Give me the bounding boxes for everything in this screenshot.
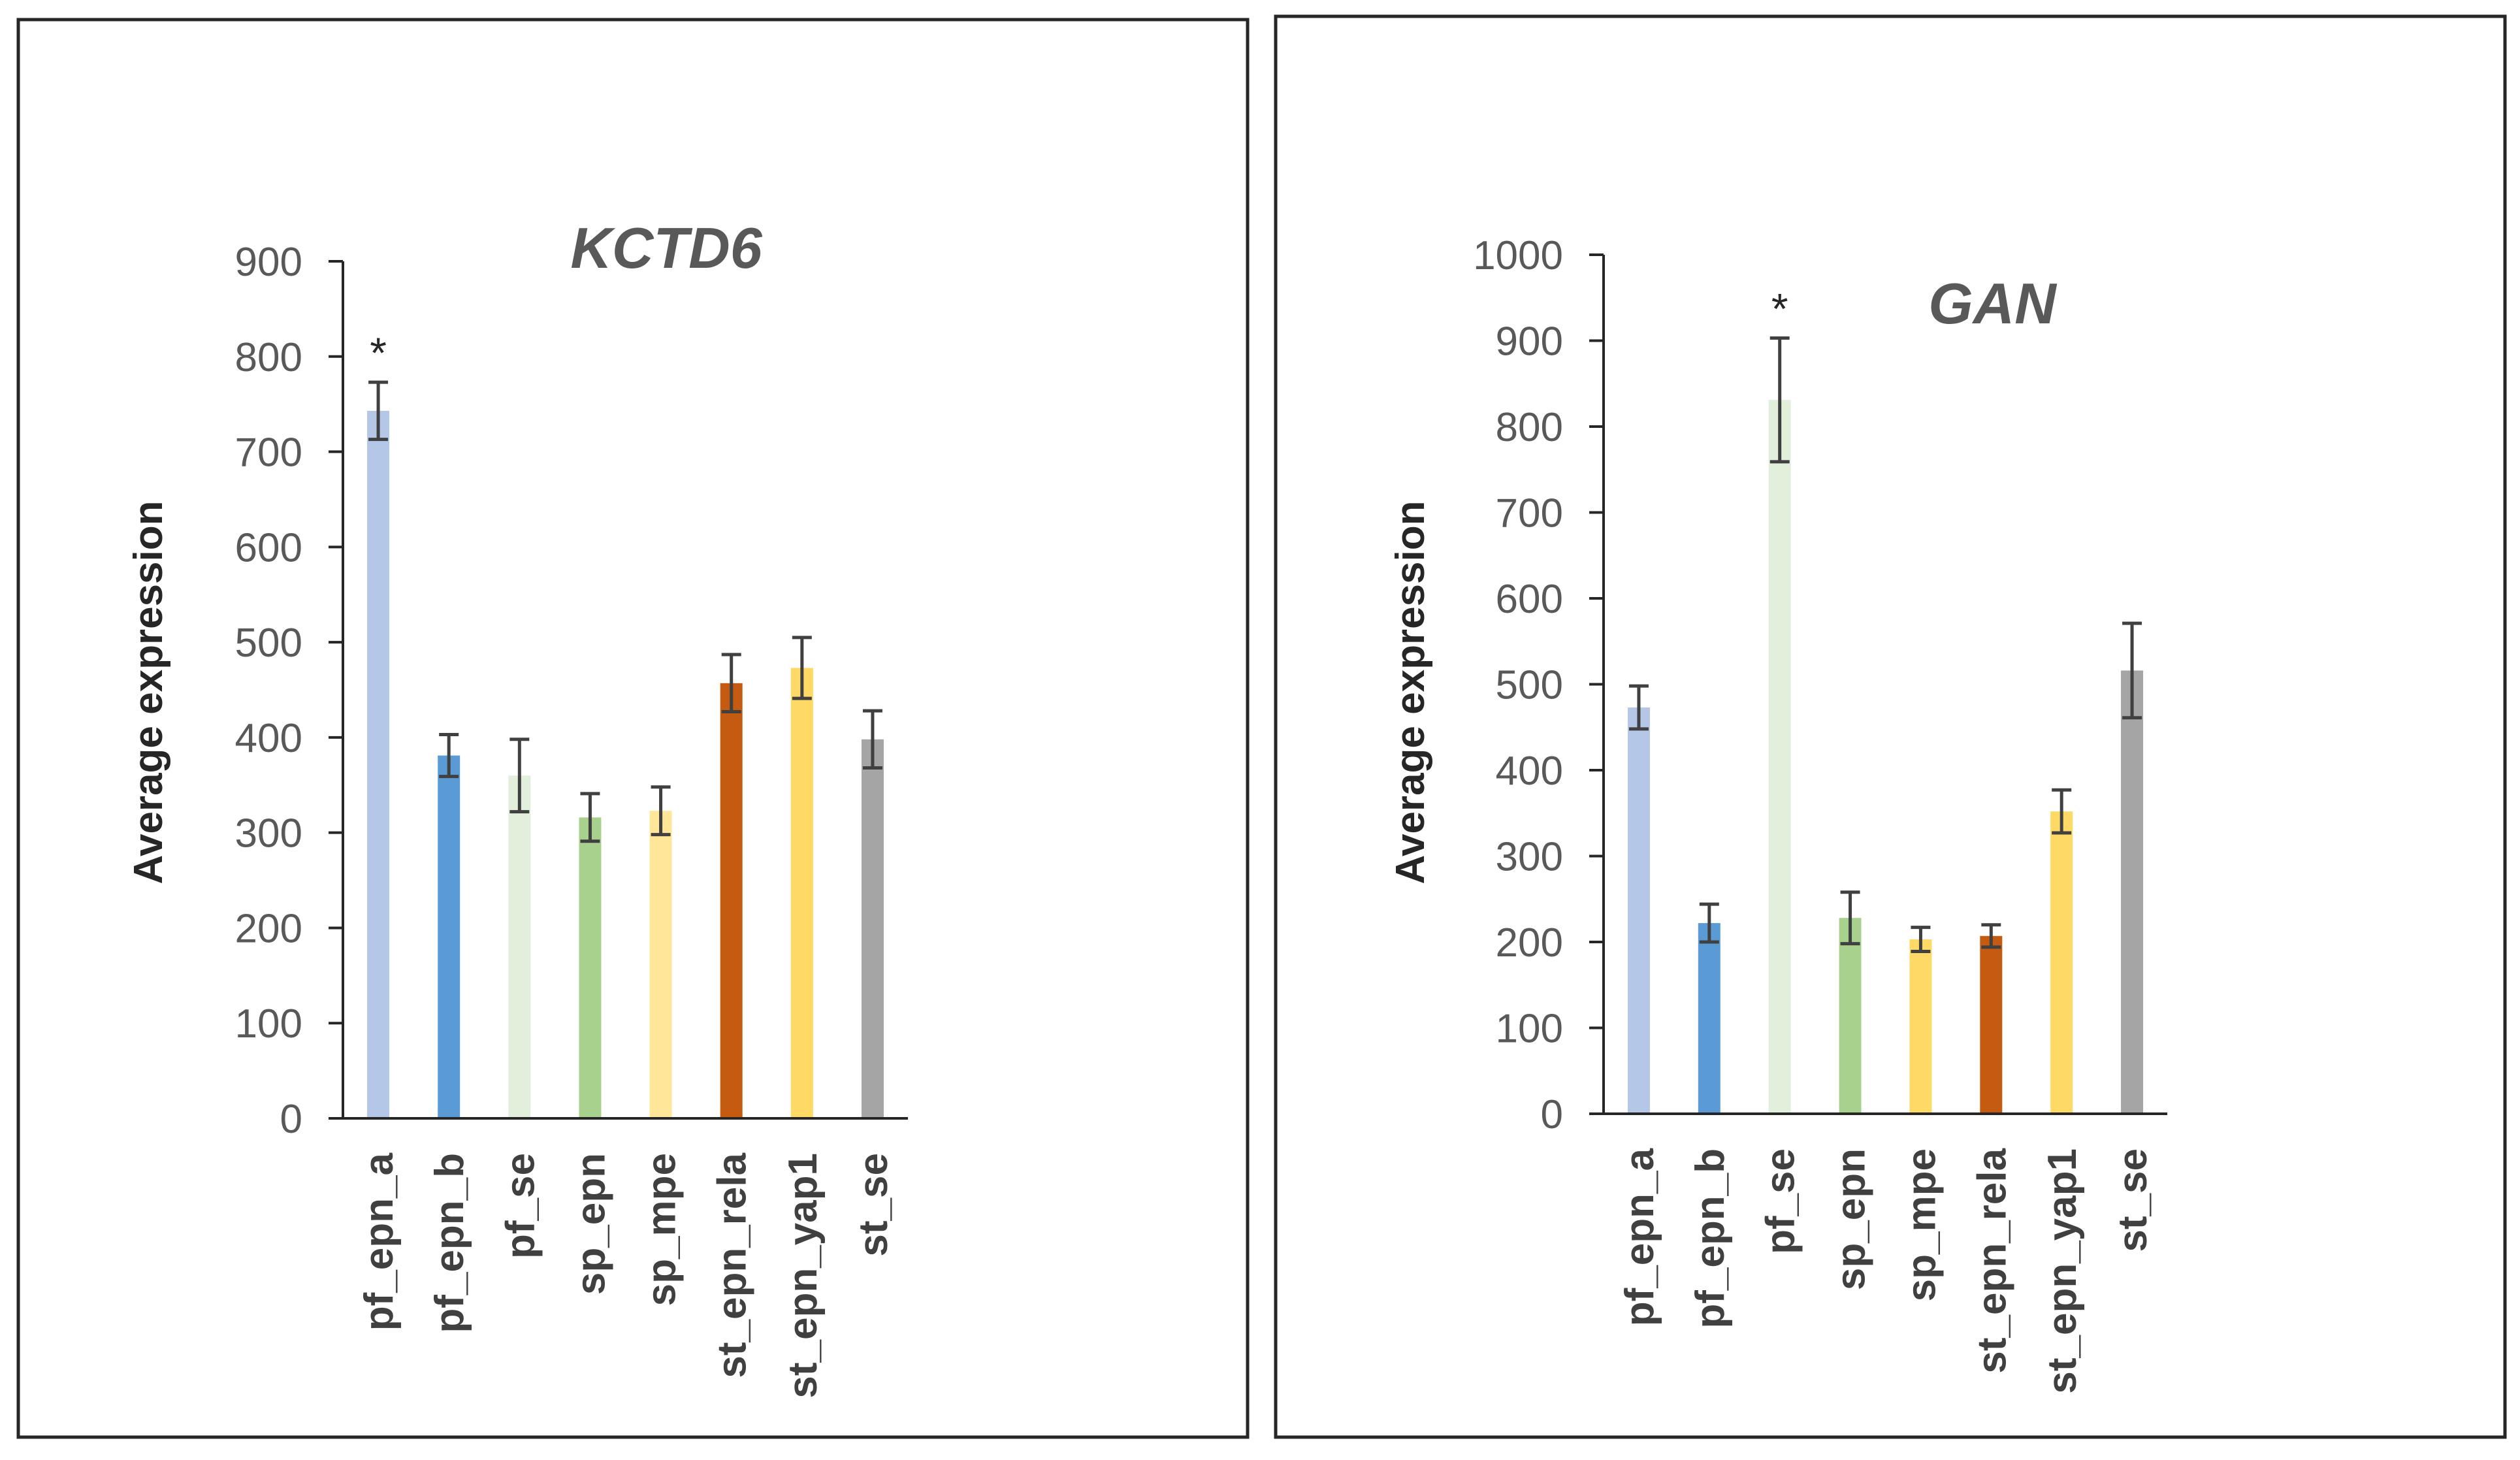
- gan-y-tick-label-900: 900: [1496, 319, 1563, 365]
- gan-y-axis-title: Average expression: [1388, 500, 1433, 884]
- gan-error-bar-sp_mpe: [1911, 926, 1931, 953]
- right-panel-frame: [1274, 14, 2507, 1439]
- gan-bar-st_epn_yap1: [2050, 811, 2073, 1114]
- gan-bar-st_se: [2121, 670, 2144, 1114]
- kctd6-error-bar-st_epn_rela: [721, 653, 741, 714]
- gan-bar-pf_se: [1768, 400, 1791, 1114]
- kctd6-y-axis-title: Average expression: [126, 500, 171, 884]
- gan-y-tick-label-100: 100: [1496, 1007, 1563, 1052]
- kctd6-category-label-pf_se: pf_se: [498, 1153, 543, 1259]
- gan-y-tick-label-600: 600: [1496, 577, 1563, 622]
- gan-y-tick-label-300: 300: [1496, 835, 1563, 880]
- gan-y-tick-label-0: 0: [1541, 1092, 1563, 1137]
- kctd6-y-tick-label-300: 300: [235, 811, 302, 856]
- gan-error-bar-st_epn_yap1: [2052, 788, 2072, 835]
- gan-y-tick-label-400: 400: [1496, 749, 1563, 794]
- gan-bar-pf_epn_a: [1627, 707, 1650, 1114]
- gan-y-tick-label-500: 500: [1496, 663, 1563, 708]
- left-panel-frame: [16, 18, 1250, 1439]
- gan-error-bar-pf_epn_b: [1699, 902, 1719, 944]
- gan-category-label-pf_epn_a: pf_epn_a: [1617, 1148, 1662, 1326]
- kctd6-error-bar-sp_epn: [580, 792, 600, 843]
- gan-category-label-pf_epn_b: pf_epn_b: [1688, 1148, 1733, 1329]
- kctd6-category-label-st_se: st_se: [851, 1153, 896, 1257]
- gan-y-tick-label-200: 200: [1496, 920, 1563, 965]
- kctd6-y-tick-label-600: 600: [235, 525, 302, 570]
- kctd6-y-tick-label-400: 400: [235, 716, 302, 761]
- gan-y-tick-label-1000: 1000: [1473, 233, 1563, 278]
- kctd6-y-tick-label-700: 700: [235, 430, 302, 476]
- kctd6-bar-st_epn_rela: [720, 683, 743, 1118]
- gan-chart-title: GAN: [1928, 271, 2058, 336]
- kctd6-significance-pf_epn_a: *: [370, 329, 387, 377]
- kctd6-bar-sp_mpe: [649, 811, 672, 1118]
- kctd6-bar-pf_se: [508, 775, 531, 1118]
- kctd6-error-bar-st_se: [862, 709, 882, 770]
- kctd6-y-tick-label-500: 500: [235, 621, 302, 666]
- gan-error-bar-sp_epn: [1840, 890, 1860, 946]
- gan-error-bar-pf_se: [1769, 336, 1790, 464]
- kctd6-bar-st_se: [861, 739, 884, 1118]
- kctd6-category-label-sp_epn: sp_epn: [568, 1153, 613, 1295]
- kctd6-bar-st_epn_yap1: [790, 668, 813, 1118]
- kctd6-bar-sp_epn: [579, 817, 602, 1118]
- kctd6-bar-pf_epn_a: [367, 410, 390, 1118]
- gan-category-label-sp_mpe: sp_mpe: [1899, 1148, 1944, 1301]
- gan-category-label-st_se: st_se: [2110, 1148, 2156, 1252]
- kctd6-category-label-pf_epn_b: pf_epn_b: [427, 1153, 472, 1333]
- kctd6-y-tick-label-200: 200: [235, 906, 302, 951]
- gan-error-bar-st_se: [2122, 621, 2142, 720]
- kctd6-y-tick-label-900: 900: [235, 240, 302, 285]
- kctd6-error-bar-pf_se: [509, 738, 530, 814]
- gan-error-bar-pf_epn_a: [1628, 684, 1649, 731]
- gan-bar-sp_mpe: [1909, 939, 1932, 1114]
- gan-category-label-sp_epn: sp_epn: [1829, 1148, 1874, 1290]
- gan-y-tick-label-700: 700: [1496, 491, 1563, 536]
- gan-significance-pf_se: *: [1771, 285, 1788, 333]
- gan-category-label-st_epn_yap1: st_epn_yap1: [2040, 1148, 2085, 1394]
- gan-bar-sp_epn: [1839, 918, 1862, 1114]
- gan-bar-st_epn_rela: [1980, 935, 2003, 1114]
- kctd6-category-label-pf_epn_a: pf_epn_a: [357, 1152, 402, 1331]
- kctd6-error-bar-sp_mpe: [651, 785, 671, 837]
- kctd6-category-label-sp_mpe: sp_mpe: [639, 1153, 685, 1306]
- kctd6-chart-title: KCTD6: [570, 216, 762, 280]
- kctd6-y-tick-label-800: 800: [235, 335, 302, 380]
- kctd6-y-tick-label-0: 0: [280, 1097, 302, 1142]
- gan-y-tick-label-800: 800: [1496, 405, 1563, 450]
- kctd6-category-label-st_epn_rela: st_epn_rela: [710, 1152, 755, 1378]
- kctd6-chart: * pf_epn_a pf_epn_b pf_se sp_epn sp_mpe st_epn…: [126, 216, 908, 1399]
- gan-category-label-st_epn_rela: st_epn_rela: [1969, 1148, 2014, 1373]
- kctd6-error-bar-st_epn_yap1: [792, 636, 812, 700]
- kctd6-error-bar-pf_epn_a: [368, 380, 389, 442]
- gan-error-bar-st_epn_rela: [1981, 923, 2001, 949]
- kctd6-y-tick-label-100: 100: [235, 1001, 302, 1046]
- kctd6-bar-pf_epn_b: [438, 755, 460, 1118]
- gan-bar-pf_epn_b: [1698, 923, 1720, 1114]
- kctd6-category-label-st_epn_yap1: st_epn_yap1: [781, 1153, 826, 1399]
- gan-category-label-pf_se: pf_se: [1758, 1148, 1803, 1254]
- kctd6-error-bar-pf_epn_b: [439, 733, 459, 779]
- gan-chart: pf_epn_a pf_epn_b * pf_se sp_epn sp_mpe st_epn…: [1388, 233, 2167, 1394]
